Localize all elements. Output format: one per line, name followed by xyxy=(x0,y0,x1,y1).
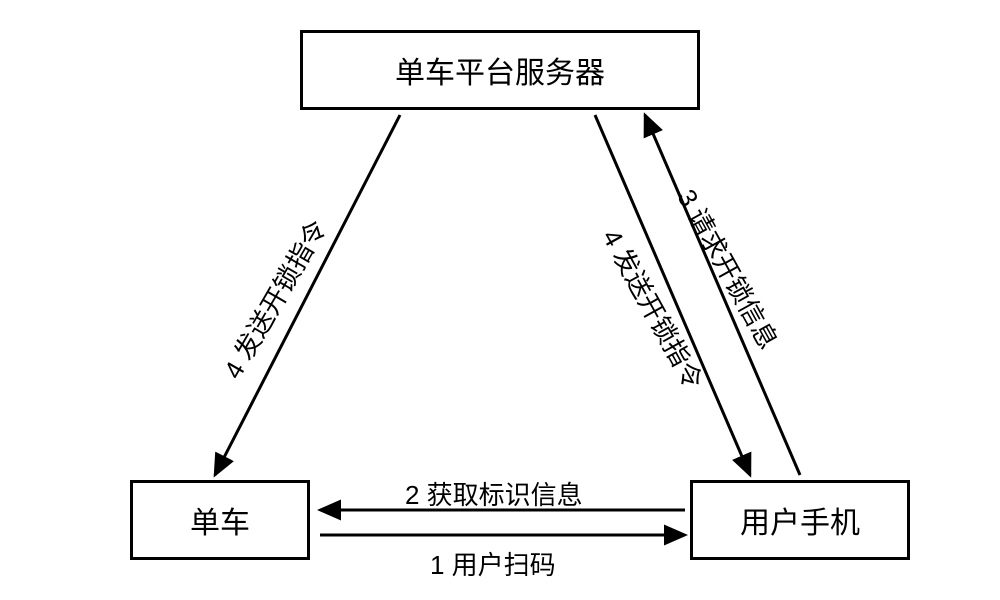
phone-label: 用户手机 xyxy=(740,498,860,542)
server-label: 单车平台服务器 xyxy=(395,48,605,92)
label-phone-bike-getinfo: 2 获取标识信息 xyxy=(405,475,583,512)
bike-label: 单车 xyxy=(190,498,250,542)
bike-node: 单车 xyxy=(130,480,310,560)
label-phone-server-request: 3 请求开锁信息 xyxy=(670,182,789,355)
phone-node: 用户手机 xyxy=(690,480,910,560)
edge-server-bike xyxy=(215,115,400,475)
label-bike-phone-scan: 1 用户扫码 xyxy=(430,545,556,582)
server-node: 单车平台服务器 xyxy=(300,30,700,110)
label-server-bike: 4 发送开锁指令 xyxy=(213,212,334,384)
